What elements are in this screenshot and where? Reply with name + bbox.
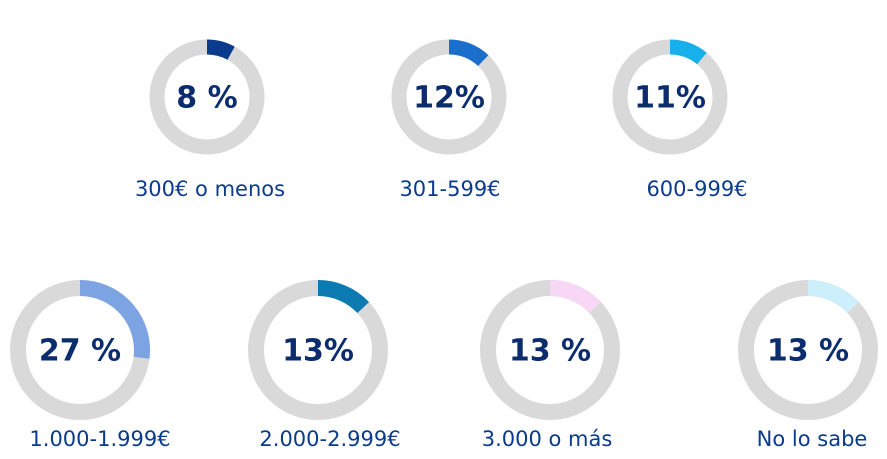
category-label: 301-599€ — [399, 177, 500, 201]
category-label: 3.000 o más — [482, 427, 613, 451]
donut-arc — [79, 280, 150, 359]
donut-arc — [317, 280, 370, 314]
category-label: 1.000-1.999€ — [29, 427, 170, 451]
donut-value: 11% — [634, 81, 706, 116]
donut-value: 13% — [282, 334, 354, 369]
donut-value: 27 % — [39, 334, 121, 369]
category-label: 300€ o menos — [135, 177, 285, 201]
donut-arc — [669, 39, 707, 65]
donut-value: 13 % — [767, 334, 849, 369]
donut-value: 8 % — [176, 81, 237, 116]
donut-value: 12% — [413, 81, 485, 116]
category-label: 2.000-2.999€ — [259, 427, 400, 451]
donut-arc — [206, 39, 235, 60]
donut-arc — [807, 280, 860, 314]
category-label: No lo sabe — [757, 427, 868, 451]
donut-arc — [448, 39, 489, 67]
category-label: 600-999€ — [646, 177, 747, 201]
donut-arc — [549, 280, 602, 314]
donut-value: 13 % — [509, 334, 591, 369]
